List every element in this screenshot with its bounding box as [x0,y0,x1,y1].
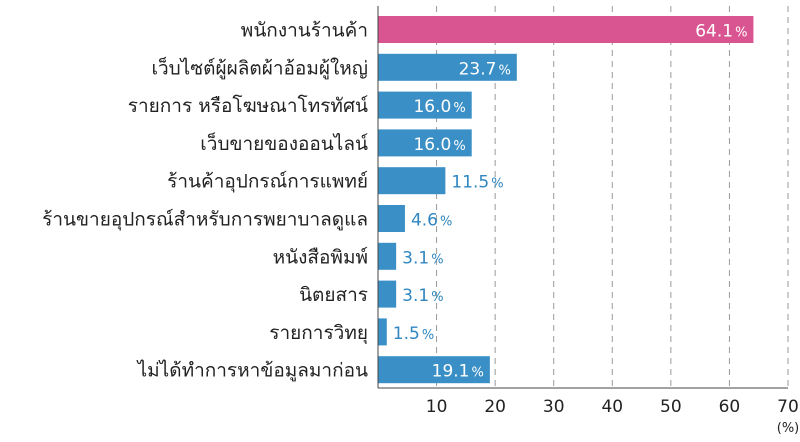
bar [378,16,754,43]
data-label: 16.0% [413,135,465,155]
data-label-percent: % [422,328,434,343]
category-label: ไม่ได้ทำการหาข้อมูลมาก่อน [136,360,368,382]
data-label-value: 23.7 [459,59,497,79]
data-label-percent: % [453,139,465,154]
x-tick-label: 40 [601,397,623,417]
x-tick-label: 70 [777,397,799,417]
bar [378,356,490,384]
bar [378,280,397,308]
bar [378,205,405,232]
grid-layer [436,6,789,388]
data-label-value: 19.1 [432,362,470,382]
data-label: 23.7% [459,59,511,79]
x-tick-label: 30 [543,397,565,417]
data-label-value: 16.0 [413,97,451,117]
bar [378,53,517,81]
data-label: 3.1% [402,286,443,306]
data-label: 64.1% [695,22,747,42]
data-label: 11.5% [451,173,503,193]
axis-layer: 10 20 30 40 50 60 70 (%) [377,6,800,436]
data-label-value: 1.5 [393,324,420,344]
data-label-value: 11.5 [451,173,489,193]
category-label: เว็บไซต์ผู้ผลิตผ้าอ้อมผู้ใหญ่ [151,55,368,79]
bar [378,167,446,195]
bar [378,242,397,270]
data-label-value: 64.1 [695,22,733,42]
x-tick-label: 10 [426,397,448,417]
data-label: 16.0% [413,97,465,117]
bar [378,129,472,157]
category-label: เว็บขายของออนไลน์ [200,131,368,155]
data-label-percent: % [498,63,510,78]
label-layer: พนักงานร้านค้า 64.1 % เว็บไซต์ผู้ผลิตผ้าอ้อ… [42,20,747,382]
category-label: ร้านขายอุปกรณ์สำหรับการพยาบาลดูแล [42,209,368,232]
category-label: นิตยสาร [299,284,368,306]
category-label: รายการวิทยุ [269,322,368,345]
data-label-percent: % [472,366,484,381]
data-label-percent: % [453,101,465,116]
data-label-value: 16.0 [413,135,451,155]
bar-layer [378,16,754,384]
data-label-value: 3.1 [402,286,429,306]
data-label-value: 4.6 [411,211,438,231]
data-label-percent: % [735,26,747,41]
data-label: 4.6% [411,211,452,231]
category-label: ร้านค้าอุปกรณ์การแพทย์ [167,171,368,194]
x-tick-label: 50 [660,397,682,417]
data-label-percent: % [431,290,443,305]
data-label-percent: % [440,215,452,230]
data-label: 19.1% [432,362,484,382]
category-label: พนักงานร้านค้า [241,20,368,42]
data-label-percent: % [431,252,443,267]
data-label-value: 3.1 [402,248,429,268]
x-tick-label: 60 [719,397,741,417]
x-unit-label: (%) [777,421,800,436]
category-label: รายการ หรือโฆษณาโทรทัศน์ [128,94,368,117]
category-label: หนังสือพิมพ์ [273,246,368,268]
data-label-percent: % [491,177,503,192]
data-label: 1.5% [393,324,434,344]
bar [378,91,472,119]
x-tick-label: 20 [484,397,506,417]
data-label: 3.1% [402,248,443,268]
bar [378,318,387,346]
